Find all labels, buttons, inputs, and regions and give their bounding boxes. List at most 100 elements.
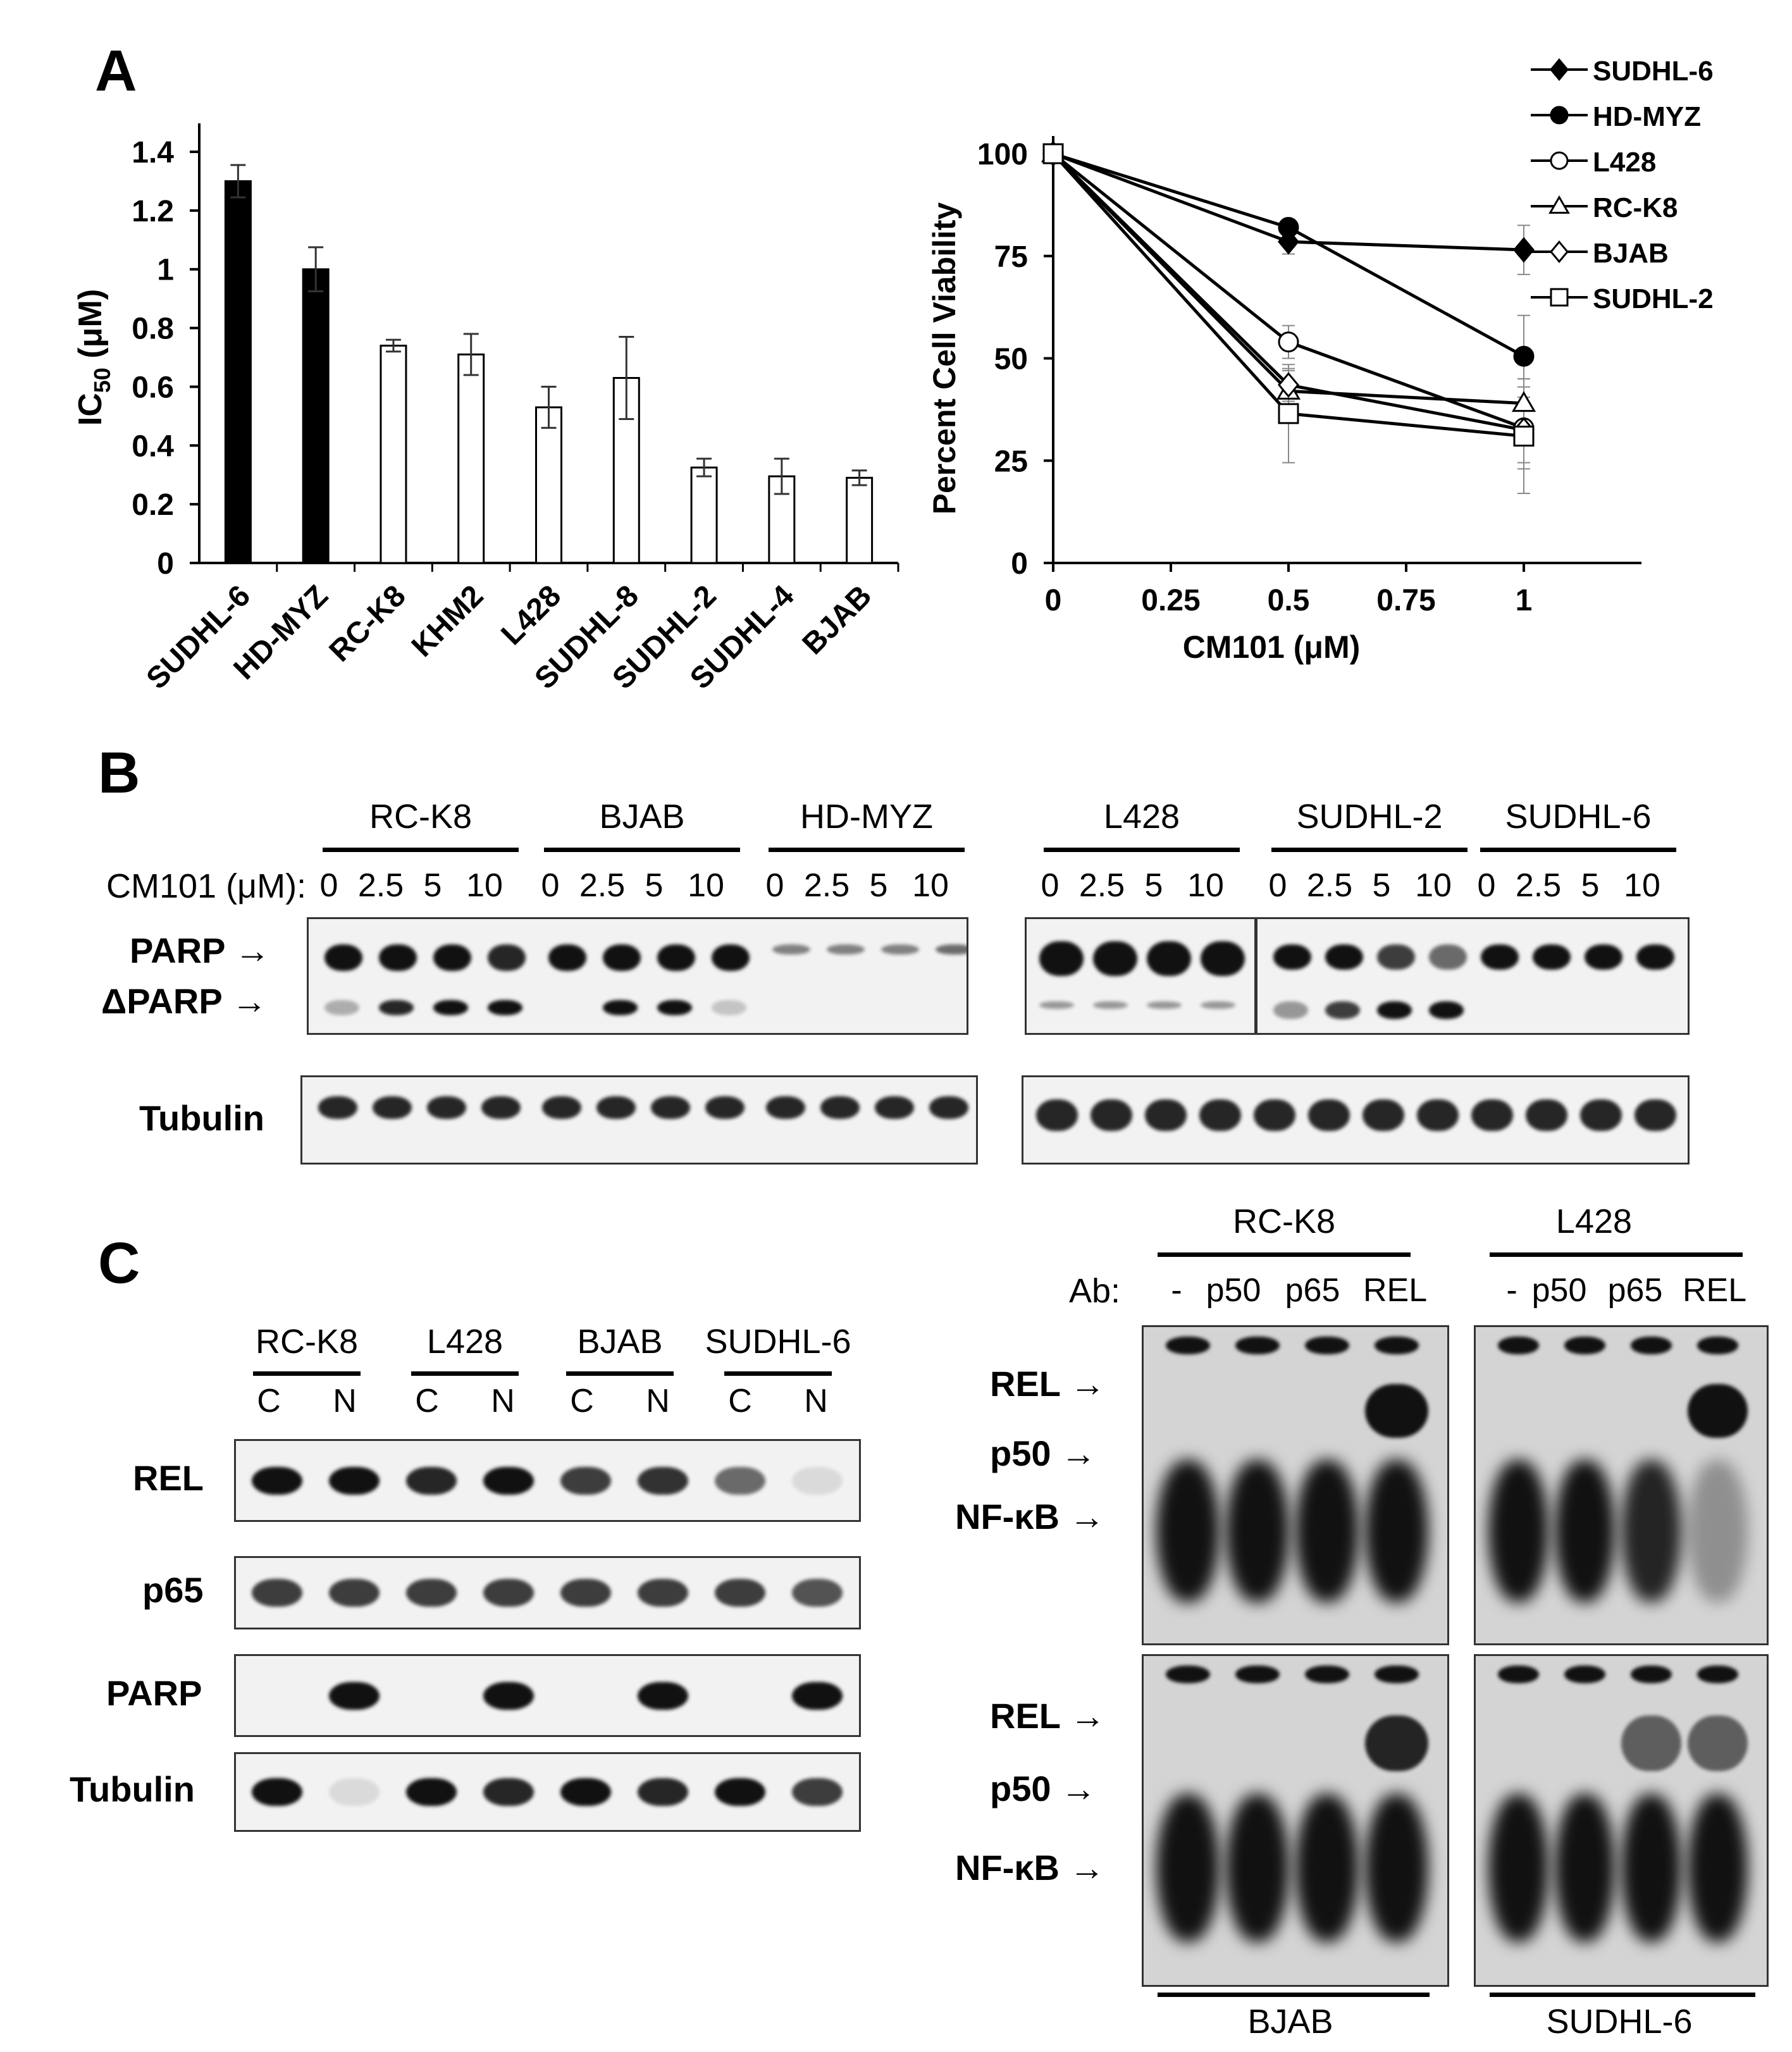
nfkb-band (1488, 1794, 1548, 1943)
row-label: PARP (106, 1672, 202, 1713)
fraction-label: N (491, 1383, 515, 1419)
legend-entry: L428 (1593, 147, 1656, 178)
nfkb-band (1555, 1794, 1615, 1943)
nfkb-band (1156, 1794, 1220, 1943)
well-band (1375, 1666, 1419, 1683)
well-band (1697, 1666, 1738, 1683)
blot-band (929, 1096, 968, 1119)
marker (1513, 237, 1535, 263)
blot-band (1481, 944, 1519, 970)
blot-band (1093, 1001, 1128, 1009)
blot-band (252, 1579, 302, 1607)
panel-c-fractionation-blot: RC-K8 C N L428 C N BJAB C N SUDHL-6 C N REL p65 PARP Tu… (0, 1297, 917, 1866)
band-label: REL → (990, 1696, 1106, 1736)
nfkb-band (1688, 1794, 1748, 1943)
emsa-gel-sudhl6 (1474, 1654, 1769, 1987)
group-underline (724, 1371, 832, 1376)
blot-band (324, 944, 362, 971)
blot-band (1093, 941, 1137, 976)
fraction-label: C (728, 1383, 752, 1419)
blot-band (1147, 941, 1191, 976)
antibody-label: REL (1363, 1272, 1428, 1309)
blot-band (433, 1000, 468, 1015)
blot-band (1429, 1001, 1464, 1019)
dose-value: 2.5 (579, 867, 626, 904)
dose-value: 2.5 (1078, 867, 1125, 904)
blot-band (1091, 1099, 1132, 1131)
blot-band (1147, 1001, 1182, 1009)
blot-band (712, 944, 750, 971)
well-band (1235, 1337, 1280, 1354)
well-band (1375, 1337, 1419, 1354)
blot-band (1039, 941, 1084, 976)
ab-label: Ab: (1069, 1272, 1121, 1310)
dose-value: 0 (1041, 867, 1060, 904)
blot-band (827, 944, 865, 955)
blot-p65 (234, 1556, 861, 1629)
marker (1278, 331, 1299, 353)
group-underline (1158, 1993, 1430, 1997)
antibody-label: - (1171, 1272, 1182, 1309)
dose-value: 2.5 (1306, 867, 1353, 904)
blot-tubulin (234, 1752, 861, 1832)
blot-band (483, 1681, 534, 1710)
row-label: REL (133, 1457, 204, 1498)
blot-band (1429, 944, 1467, 970)
nfkb-band (1365, 1794, 1428, 1943)
marker (1550, 240, 1569, 263)
marker (1550, 151, 1569, 170)
blot-band (560, 1466, 611, 1495)
group-label: SUDHL-6 (1505, 798, 1652, 836)
blot-band (483, 1778, 534, 1806)
bar (457, 353, 485, 564)
dose-value: 2.5 (803, 867, 850, 904)
well-band (1631, 1666, 1672, 1683)
y-tick-label: 1.4 (132, 136, 174, 170)
panel-letter-c: C (98, 1231, 140, 1295)
well-band (1498, 1666, 1539, 1683)
tubulin-blot-right (1022, 1075, 1690, 1165)
blot-band (483, 1466, 534, 1495)
nfkb-band (1555, 1460, 1615, 1602)
blot-band (1308, 1099, 1350, 1131)
nfkb-band (1488, 1460, 1548, 1602)
blot-band (651, 1096, 690, 1119)
well-band (1305, 1666, 1349, 1683)
blot-band (792, 1778, 843, 1806)
bar (535, 406, 562, 564)
marker (1513, 425, 1535, 447)
blot-band (1636, 944, 1674, 970)
x-tick-label: 0 (1045, 584, 1062, 617)
blot-band (1201, 1001, 1235, 1009)
parp-label: PARP → (130, 930, 270, 970)
fraction-label: N (646, 1383, 670, 1419)
blot-band (1533, 944, 1571, 970)
blot-band (373, 1096, 412, 1119)
marker (1550, 106, 1569, 125)
y-tick-label: 0.6 (132, 371, 174, 404)
marker (1550, 288, 1569, 307)
blot-band (705, 1096, 745, 1119)
blot-band (1325, 1001, 1360, 1019)
blot-band (1273, 1001, 1308, 1019)
blot-band (1201, 941, 1245, 976)
y-tick-label: 100 (977, 138, 1028, 171)
blot-band (1325, 944, 1363, 970)
blot-band (488, 944, 526, 971)
nfkb-band (1621, 1460, 1681, 1602)
group-label: RC-K8 (255, 1323, 359, 1361)
blot-band (488, 1000, 522, 1015)
blot-band (715, 1778, 765, 1806)
band-label: p50 → (990, 1433, 1097, 1473)
bar (302, 268, 330, 564)
blot-band (252, 1466, 302, 1495)
fraction-label: N (333, 1383, 357, 1419)
x-tick-label: 0.25 (1141, 584, 1200, 617)
rel-supershift-band (1365, 1384, 1428, 1438)
legend-entry: SUDHL-2 (1593, 283, 1714, 314)
marker (1278, 403, 1299, 424)
parp-blot-left (307, 917, 968, 1035)
blot-band (433, 944, 471, 971)
blot-band (792, 1579, 843, 1607)
